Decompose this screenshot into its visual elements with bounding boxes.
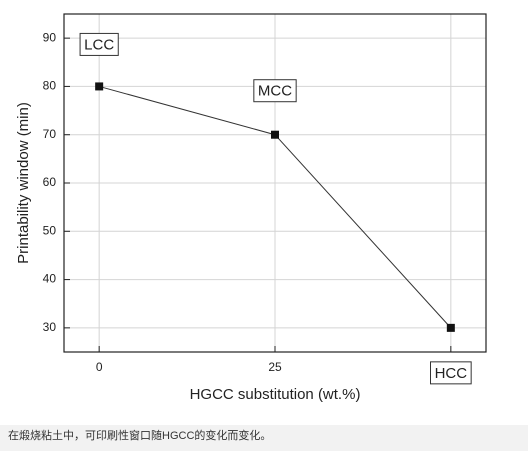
annotation: MCC — [258, 83, 292, 100]
y-axis-label: Printability window (min) — [15, 102, 32, 264]
x-tick-label: 0 — [96, 360, 103, 374]
annotation: LCC — [84, 36, 114, 53]
annotation-box — [79, 32, 119, 56]
y-tick-label: 80 — [43, 79, 57, 93]
y-tick-label: 50 — [43, 223, 57, 237]
y-tick-label: 70 — [43, 127, 57, 141]
annotation-box — [253, 79, 297, 103]
x-axis-label: HGCC substitution (wt.%) — [190, 386, 361, 403]
data-point — [95, 82, 104, 91]
annotation: HCC — [435, 365, 468, 382]
chart: HGCC substitution (wt.%) Printability wi… — [15, 13, 487, 403]
y-tick-label: 60 — [43, 175, 57, 189]
data-point — [271, 130, 279, 139]
y-tick-label: 30 — [43, 320, 57, 334]
data-point — [446, 323, 455, 332]
x-tick-label: 25 — [268, 360, 282, 374]
caption: 在煅烧粘土中，可印刷性窗口随HGCC的变化而变化。 — [0, 425, 528, 451]
y-tick-label: 90 — [43, 30, 57, 44]
annotation-box — [430, 361, 472, 385]
y-tick-label: 40 — [43, 272, 57, 286]
plot-frame — [63, 13, 487, 353]
